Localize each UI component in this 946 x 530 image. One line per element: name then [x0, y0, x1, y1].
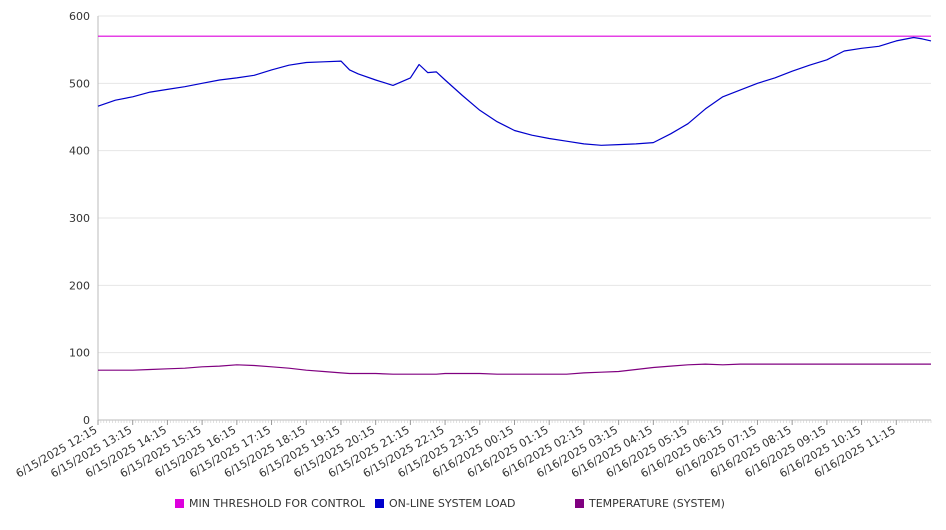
y-tick-label: 100	[69, 347, 90, 360]
y-tick-label: 0	[83, 414, 90, 427]
legend: MIN THRESHOLD FOR CONTROL ON-LINE SYSTEM …	[0, 497, 946, 513]
legend-item: MIN THRESHOLD FOR CONTROL	[175, 497, 365, 510]
series	[97, 35, 932, 375]
legend-swatch	[375, 499, 384, 508]
y-tick-label: 400	[69, 145, 90, 158]
legend-label: MIN THRESHOLD FOR CONTROL	[189, 497, 365, 510]
legend-item: ON-LINE SYSTEM LOAD	[375, 497, 515, 510]
series-line	[98, 363, 931, 375]
y-tick-label: 500	[69, 77, 90, 90]
grid	[98, 15, 931, 354]
legend-label: TEMPERATURE (SYSTEM)	[589, 497, 725, 510]
y-tick-label: 300	[69, 212, 90, 225]
y-tick-label: 200	[69, 279, 90, 292]
legend-item: TEMPERATURE (SYSTEM)	[575, 497, 725, 510]
legend-label: ON-LINE SYSTEM LOAD	[389, 497, 516, 510]
series-line	[97, 36, 932, 146]
legend-swatch	[175, 499, 184, 508]
legend-swatch	[575, 499, 584, 508]
y-tick-label: 600	[69, 10, 90, 23]
